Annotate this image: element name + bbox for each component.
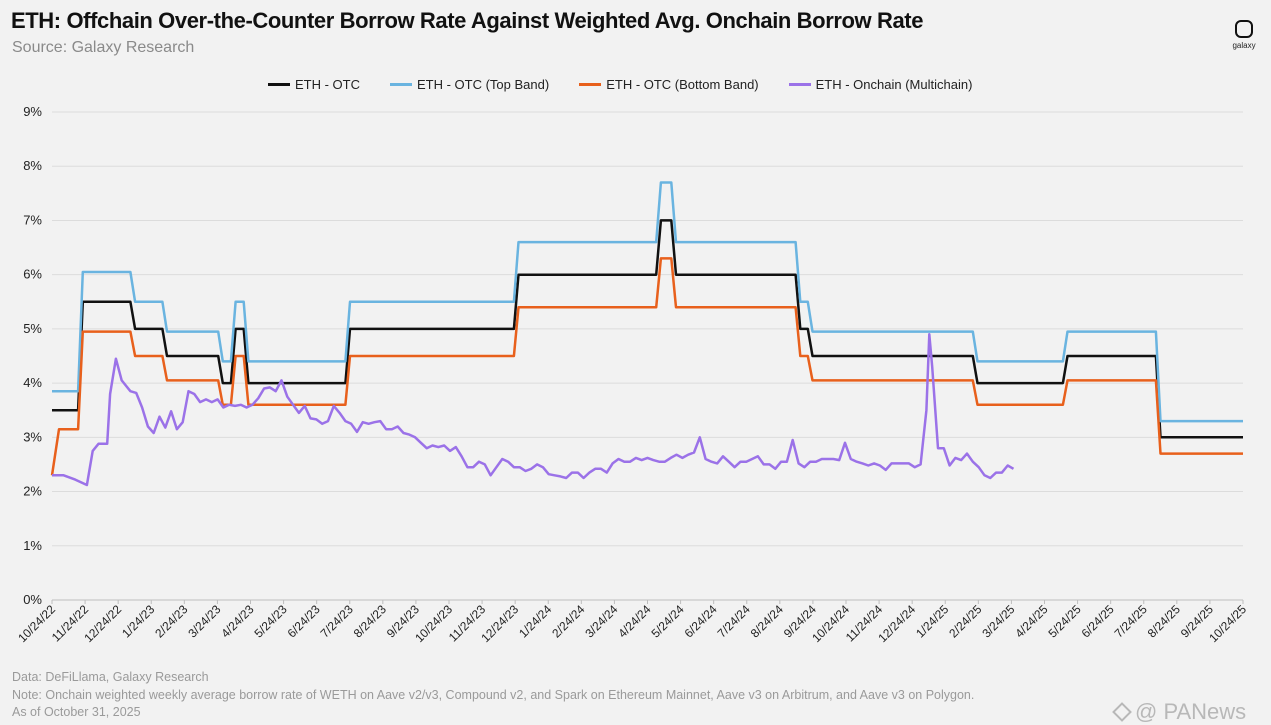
x-tick-label: 3/24/25 — [979, 602, 1017, 640]
legend-item-onchain: ETH - Onchain (Multichain) — [788, 77, 973, 92]
legend-swatch-onchain — [788, 83, 811, 86]
series-line-onchain — [52, 333, 1015, 487]
x-tick-label: 2/24/23 — [152, 602, 190, 640]
watermark-text: @ PANews — [1135, 699, 1247, 724]
x-tick-label: 2/24/25 — [946, 602, 984, 640]
chart-footer: Data: DeFiLlama, Galaxy Research Note: O… — [12, 669, 974, 722]
x-tick-label: 6/24/23 — [285, 602, 323, 640]
y-tick-label: 2% — [23, 484, 42, 499]
chart-title: ETH: Offchain Over-the-Counter Borrow Ra… — [11, 8, 924, 33]
chart-legend: ETH - OTC ETH - OTC (Top Band) ETH - OTC… — [268, 77, 972, 92]
y-tick-label: 6% — [23, 267, 42, 282]
x-tick-label: 2/24/24 — [549, 602, 587, 640]
panews-icon — [1112, 702, 1132, 722]
legend-label-otc-bottom: ETH - OTC (Bottom Band) — [606, 77, 759, 92]
legend-label-otc: ETH - OTC — [295, 77, 360, 92]
legend-swatch-otc-top — [390, 83, 412, 86]
x-tick-label: 1/24/23 — [119, 602, 157, 640]
x-tick-label: 12/24/23 — [478, 602, 521, 645]
x-tick-label: 6/24/24 — [682, 602, 720, 640]
x-tick-label: 4/24/24 — [615, 602, 653, 640]
legend-item-otc-top: ETH - OTC (Top Band) — [390, 77, 549, 92]
galaxy-logo: galaxy — [1226, 16, 1262, 60]
x-tick-label: 7/24/24 — [715, 602, 753, 640]
panews-watermark: @ PANews — [1112, 699, 1247, 725]
series-line-otc-top-band — [52, 181, 1243, 423]
legend-swatch-otc — [268, 83, 290, 86]
x-tick-label: 10/24/25 — [1206, 602, 1249, 645]
x-tick-label: 5/24/23 — [251, 602, 289, 640]
footer-as-of: As of October 31, 2025 — [12, 705, 141, 719]
galaxy-logo-icon — [1235, 20, 1253, 38]
x-tick-label: 12/24/22 — [81, 602, 124, 645]
y-tick-label: 0% — [23, 592, 42, 607]
x-tick-label: 8/24/24 — [748, 602, 786, 640]
y-tick-label: 8% — [23, 158, 42, 173]
y-tick-label: 1% — [23, 538, 42, 553]
series-line-otc-bottom-band — [50, 257, 1243, 476]
y-tick-label: 4% — [23, 375, 42, 390]
x-tick-label: 8/24/25 — [1145, 602, 1183, 640]
x-tick-label: 8/24/23 — [351, 602, 389, 640]
footer-data-source: Data: DeFiLlama, Galaxy Research — [12, 670, 209, 684]
x-tick-label: 5/24/25 — [1045, 602, 1083, 640]
legend-swatch-otc-bottom — [579, 83, 602, 86]
x-tick-label: 12/24/24 — [875, 602, 918, 645]
galaxy-logo-text: galaxy — [1232, 41, 1256, 50]
x-tick-label: 1/24/24 — [516, 602, 554, 640]
x-tick-label: 4/24/23 — [218, 602, 256, 640]
x-tick-label: 3/24/23 — [185, 602, 223, 640]
legend-item-otc-bottom: ETH - OTC (Bottom Band) — [579, 77, 759, 92]
x-tick-label: 7/24/23 — [318, 602, 356, 640]
y-tick-label: 3% — [23, 429, 42, 444]
line-chart: 0%1%2%3%4%5%6%7%8%9%10/24/2211/24/2212/2… — [15, 104, 1249, 645]
x-tick-label: 7/24/25 — [1112, 602, 1150, 640]
x-tick-label: 1/24/25 — [913, 602, 951, 640]
y-tick-label: 9% — [23, 104, 42, 119]
chart-subtitle: Source: Galaxy Research — [12, 39, 195, 56]
legend-label-otc-top: ETH - OTC (Top Band) — [417, 77, 550, 92]
x-tick-label: 3/24/24 — [582, 602, 620, 640]
series-line-otc — [52, 219, 1243, 439]
legend-item-otc: ETH - OTC — [268, 77, 360, 92]
y-tick-label: 7% — [23, 212, 42, 227]
legend-label-onchain: ETH - Onchain (Multichain) — [815, 77, 973, 92]
footer-note: Note: Onchain weighted weekly average bo… — [12, 687, 975, 702]
y-tick-label: 5% — [23, 321, 42, 336]
x-tick-label: 5/24/24 — [648, 602, 686, 640]
x-tick-label: 6/24/25 — [1079, 602, 1117, 640]
x-tick-label: 4/24/25 — [1012, 602, 1050, 640]
